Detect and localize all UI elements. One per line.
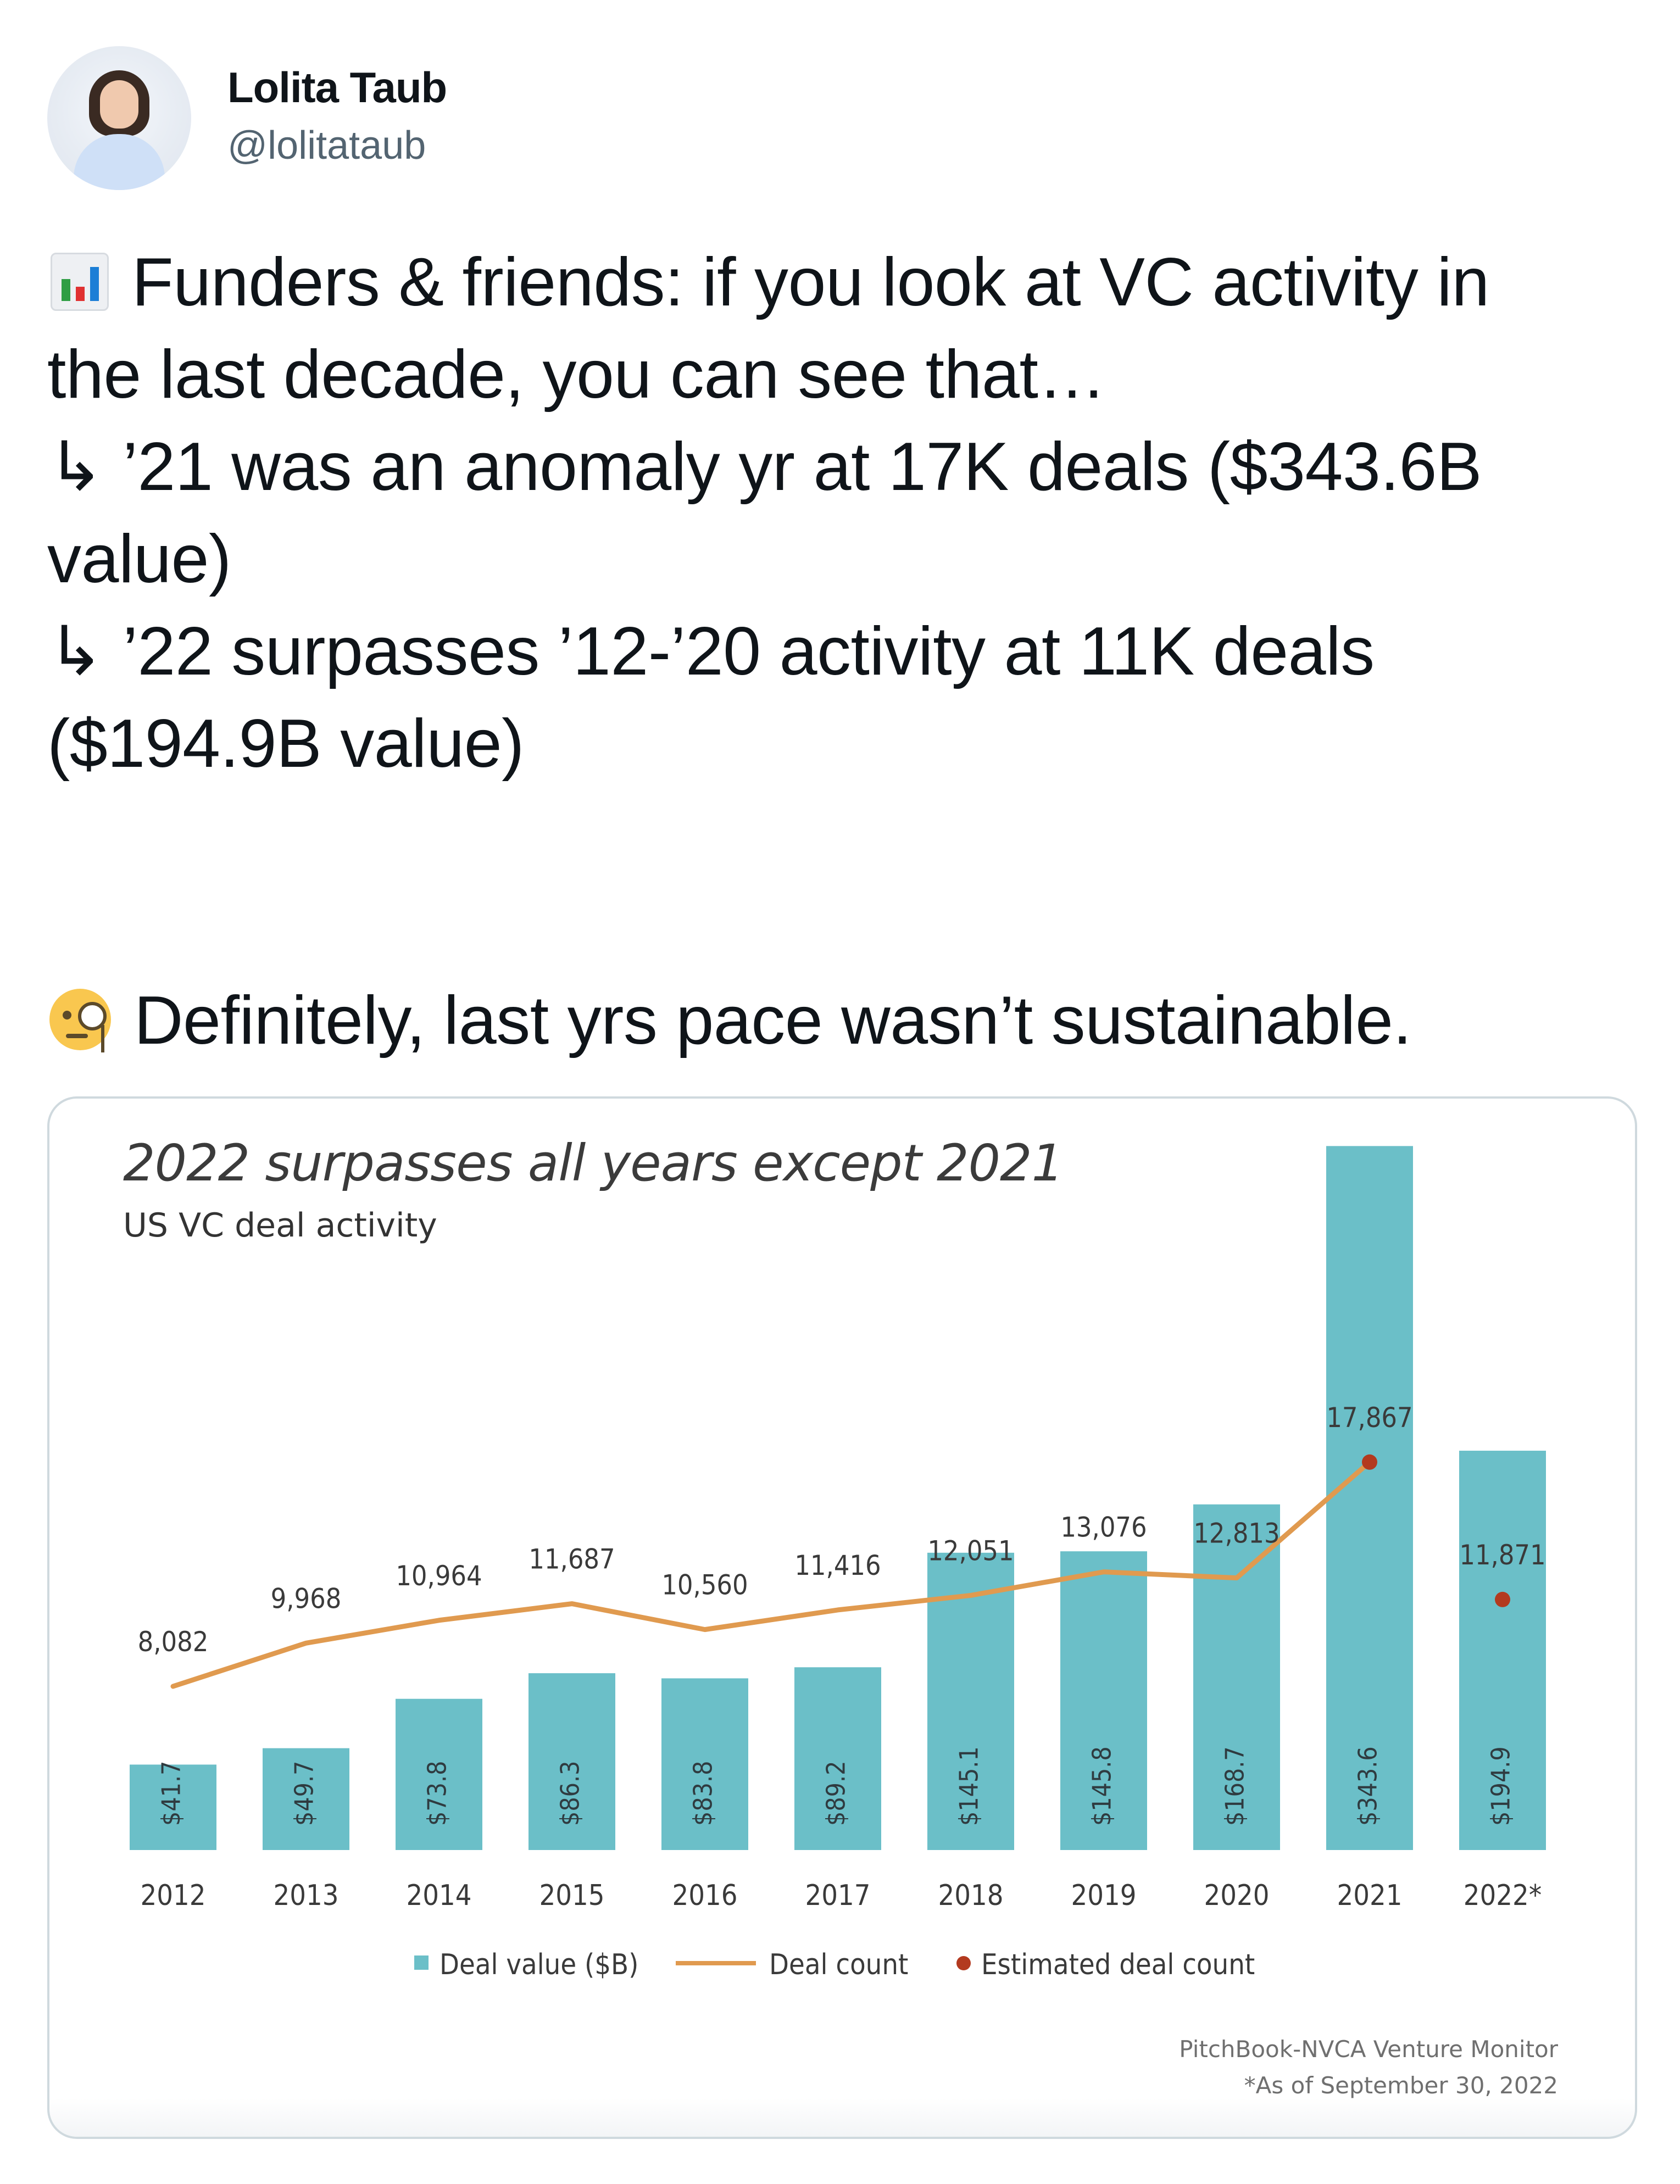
x-tick-label: 2014 xyxy=(406,1879,471,1912)
bar-value-label: $83.8 xyxy=(688,1761,718,1826)
x-tick-label: 2012 xyxy=(140,1879,205,1912)
deal-count-label: 8,082 xyxy=(138,1626,209,1658)
legend-label-estimated-deal-count: Estimated deal count xyxy=(981,1948,1255,1981)
bar-value-label: $49.7 xyxy=(290,1761,319,1826)
chart-image-card[interactable]: 2022 surpasses all years except 2021 US … xyxy=(47,1096,1637,2139)
deal-count-label: 9,968 xyxy=(271,1583,342,1614)
tweet-line-3: ↳ ’21 was an anomaly yr at 17K deals ($3… xyxy=(47,429,1482,505)
legend-label-deal-count: Deal count xyxy=(769,1948,908,1981)
deal-count-label: 10,964 xyxy=(396,1560,482,1592)
x-tick-label: 2020 xyxy=(1204,1879,1269,1912)
tweet-line-2: the last decade, you can see that… xyxy=(47,337,1106,413)
tweet-header: Lolita Taub @lolitataub xyxy=(47,46,816,194)
x-tick-label: 2015 xyxy=(539,1879,604,1912)
bar-value-label: $145.8 xyxy=(1087,1746,1117,1826)
chart-source: PitchBook-NVCA Venture Monitor xyxy=(1179,2036,1558,2063)
x-tick-label: 2016 xyxy=(672,1879,737,1912)
deal-count-label: 12,051 xyxy=(927,1535,1014,1567)
author-handle[interactable]: @lolitataub xyxy=(227,124,426,168)
avatar[interactable] xyxy=(47,46,191,190)
bar-value-label: $89.2 xyxy=(821,1761,851,1826)
bar-deal-value-2022 xyxy=(1459,1451,1546,1850)
bar-value-label: $145.1 xyxy=(954,1746,984,1826)
chart-subtitle: US VC deal activity xyxy=(123,1206,437,1245)
legend-label-deal-value: Deal value ($B) xyxy=(440,1948,638,1981)
x-tick-label: 2018 xyxy=(938,1879,1003,1912)
bar-value-label: $343.6 xyxy=(1353,1746,1383,1826)
x-tick-label: 2013 xyxy=(273,1879,338,1912)
tweet-line-7: Definitely, last yrs pace wasn’t sustain… xyxy=(47,974,1640,1067)
monocle-face-emoji-icon xyxy=(47,987,114,1054)
chart-footnote: *As of September 30, 2022 xyxy=(1244,2072,1558,2099)
bar-value-label: $168.7 xyxy=(1220,1746,1250,1826)
bar-deal-value-2012 xyxy=(130,1764,216,1850)
estimated-deal-count-point xyxy=(1495,1591,1510,1607)
tweet-line-6: ($194.9B value) xyxy=(47,706,524,782)
chart-canvas: $41.7 $49.7 $73.8 $86.3 $83.8 $89.2 $145.1 $145… xyxy=(130,1146,1546,1981)
legend-swatch-estimated-deal-count xyxy=(956,1956,971,1970)
legend-swatch-deal-value xyxy=(414,1955,429,1970)
deal-count-label: 13,076 xyxy=(1060,1512,1147,1544)
bar-value-label: $41.7 xyxy=(157,1761,186,1826)
author-name[interactable]: Lolita Taub xyxy=(227,63,447,112)
bar-deal-value-2017 xyxy=(794,1667,881,1850)
bar-deal-value-2019 xyxy=(1060,1551,1147,1850)
bar-deal-value-2015 xyxy=(529,1673,615,1850)
estimated-deal-count-point xyxy=(1362,1454,1377,1470)
bar-value-label: $194.9 xyxy=(1486,1746,1516,1826)
x-tick-label: 2021 xyxy=(1337,1879,1402,1912)
deal-count-label: 17,867 xyxy=(1326,1402,1412,1434)
deal-count-label: 12,813 xyxy=(1193,1518,1280,1550)
x-tick-label: 2019 xyxy=(1071,1879,1136,1912)
deal-count-label: 10,560 xyxy=(661,1569,748,1601)
deal-count-label: 11,416 xyxy=(794,1550,881,1581)
deal-count-label: 11,687 xyxy=(529,1544,615,1575)
tweet-line-5: ↳ ’22 surpasses ’12-’20 activity at 11K … xyxy=(47,614,1375,689)
bar-deal-value-2013 xyxy=(263,1748,349,1850)
bar-deal-value-2021 xyxy=(1326,1146,1413,1850)
x-tick-label: 2017 xyxy=(805,1879,870,1912)
bar-chart-emoji-icon xyxy=(47,249,112,314)
bar-deal-value-2016 xyxy=(661,1678,748,1850)
deal-count-line xyxy=(170,1459,1372,1689)
tweet-line-1: Funders & friends: if you look at VC act… xyxy=(47,236,1640,328)
chart-title: 2022 surpasses all years except 2021 xyxy=(123,1134,1064,1193)
x-tick-label: 2022* xyxy=(1464,1879,1542,1912)
bar-deal-value-2020 xyxy=(1193,1504,1280,1850)
bar-deal-value-2014 xyxy=(396,1698,482,1850)
tweet-text: Funders & friends: if you look at VC act… xyxy=(47,236,1640,1067)
bar-deal-value-2018 xyxy=(927,1552,1014,1850)
bar-value-label: $73.8 xyxy=(422,1761,452,1826)
estimated-deal-count-label: 11,871 xyxy=(1459,1539,1545,1571)
tweet-line-4: value) xyxy=(47,521,231,597)
bar-value-label: $86.3 xyxy=(555,1761,585,1826)
